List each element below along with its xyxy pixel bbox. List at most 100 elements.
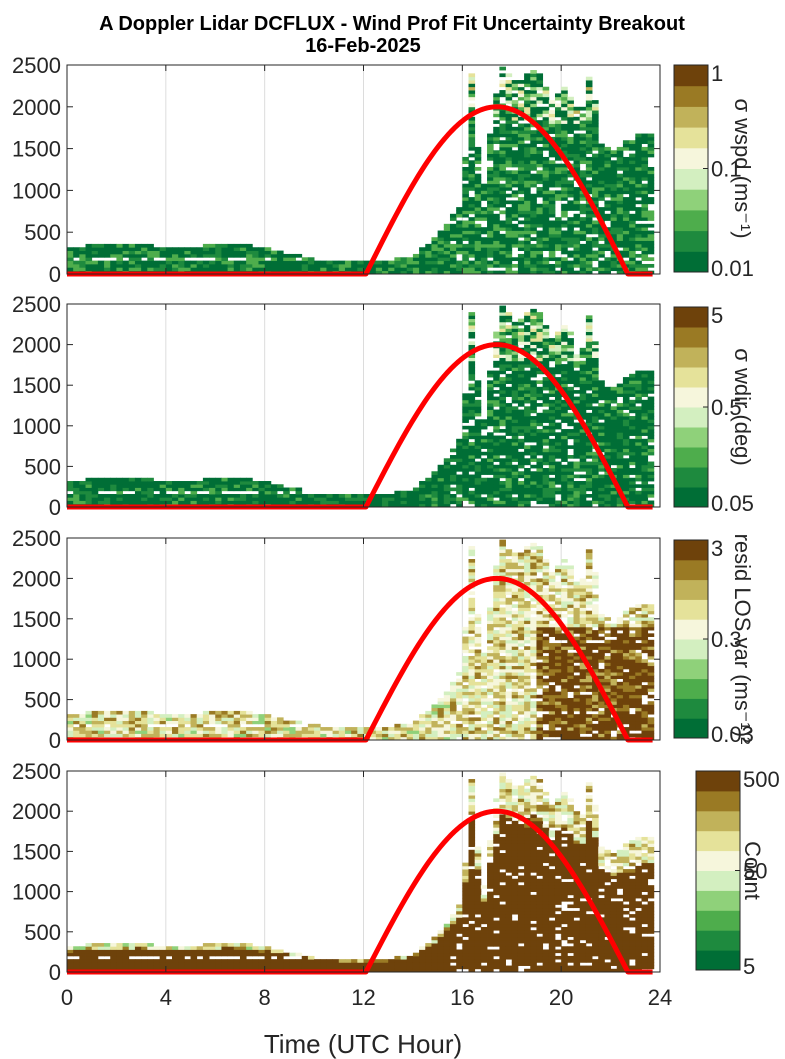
- heatmap-cell: [468, 143, 476, 148]
- heatmap-cell: [474, 409, 482, 414]
- heatmap-cell: [505, 471, 513, 475]
- heatmap-cell: [585, 80, 593, 84]
- heatmap-cell: [499, 153, 506, 158]
- heatmap-cell: [412, 494, 420, 498]
- heatmap-cell: [505, 468, 513, 472]
- heatmap-cell: [530, 552, 537, 557]
- heatmap-cell: [610, 190, 618, 195]
- heatmap-cell: [505, 438, 513, 443]
- heatmap-cell: [147, 263, 154, 268]
- heatmap-cell: [524, 458, 531, 462]
- heatmap-cell: [511, 193, 519, 198]
- heatmap-cell: [91, 477, 99, 482]
- heatmap-cell: [499, 704, 506, 709]
- heatmap-cell: [542, 396, 550, 401]
- heatmap-cell: [616, 156, 624, 161]
- heatmap-cell: [153, 494, 161, 498]
- heatmap-cell: [431, 253, 439, 258]
- heatmap-cell: [524, 438, 531, 443]
- heatmap-cell: [573, 445, 581, 449]
- heatmap-cell: [598, 461, 605, 466]
- heatmap-cell: [215, 720, 222, 725]
- heatmap-cell: [647, 240, 655, 245]
- heatmap-cell: [635, 406, 642, 410]
- heatmap-cell: [79, 247, 86, 251]
- heatmap-cell: [116, 477, 123, 482]
- heatmap-cell: [505, 403, 513, 407]
- heatmap-cell: [647, 180, 655, 185]
- heatmap-cell: [524, 555, 531, 560]
- heatmap-cell: [487, 263, 494, 268]
- heatmap-cell: [517, 503, 525, 508]
- heatmap-cell: [647, 432, 655, 436]
- heatmap-cell: [505, 86, 513, 91]
- heatmap-cell: [493, 110, 500, 114]
- heatmap-cell: [499, 409, 506, 414]
- heatmap-cell: [592, 237, 599, 241]
- heatmap-cell: [480, 659, 488, 663]
- heatmap-cell: [548, 665, 556, 670]
- heatmap-cell: [196, 481, 204, 485]
- heatmap-cell: [517, 607, 525, 612]
- heatmap-cell: [480, 438, 488, 443]
- heatmap-cell: [85, 267, 93, 272]
- heatmap-cell: [505, 100, 513, 104]
- heatmap-cell: [493, 253, 500, 258]
- heatmap-cell: [548, 347, 556, 352]
- heatmap-cell: [622, 422, 630, 427]
- heatmap-cell: [567, 96, 574, 101]
- heatmap-cell: [530, 163, 537, 168]
- heatmap-cell: [431, 714, 439, 718]
- heatmap-cell: [97, 260, 105, 265]
- heatmap-cell: [573, 160, 581, 165]
- heatmap-cell: [579, 173, 587, 178]
- heatmap-cell: [239, 733, 247, 738]
- heatmap-cell: [610, 425, 618, 430]
- heatmap-cell: [85, 497, 93, 501]
- heatmap-cell: [184, 484, 191, 488]
- heatmap-cell: [227, 260, 235, 265]
- heatmap-cell: [635, 448, 642, 453]
- heatmap-cell: [493, 140, 500, 144]
- heatmap-cell: [579, 217, 587, 221]
- heatmap-cell: [641, 445, 649, 449]
- heatmap-cell: [641, 425, 649, 430]
- heatmap-cell: [536, 432, 544, 436]
- heatmap-cell: [338, 500, 346, 505]
- heatmap-cell: [561, 203, 568, 208]
- heatmap-cell: [196, 727, 204, 731]
- heatmap-cell: [579, 136, 587, 141]
- heatmap-cell: [517, 170, 525, 175]
- heatmap-cell: [579, 451, 587, 456]
- heatmap-cell: [511, 662, 519, 667]
- heatmap-cell: [604, 438, 611, 443]
- heatmap-cell: [573, 422, 581, 427]
- heatmap-cell: [499, 701, 506, 705]
- heatmap-cell: [468, 90, 476, 94]
- heatmap-cell: [530, 419, 537, 423]
- heatmap-cell: [437, 500, 445, 505]
- heatmap-cell: [487, 230, 494, 235]
- heatmap-cell: [517, 83, 525, 88]
- heatmap-cell: [499, 270, 506, 275]
- heatmap-cell: [487, 710, 494, 715]
- heatmap-cell: [517, 318, 525, 323]
- heatmap-cell: [592, 190, 599, 195]
- heatmap-cell: [629, 487, 636, 492]
- heatmap-cell: [456, 477, 463, 482]
- heatmap-cell: [499, 458, 506, 462]
- heatmap-cell: [468, 80, 476, 84]
- heatmap-cell: [542, 200, 550, 205]
- heatmap-cell: [542, 490, 550, 495]
- heatmap-cell: [641, 237, 649, 241]
- heatmap-cell: [530, 451, 537, 456]
- heatmap-cell: [592, 373, 599, 378]
- heatmap-cell: [165, 717, 173, 722]
- heatmap-cell: [462, 639, 469, 644]
- heatmap-cell: [548, 455, 556, 459]
- heatmap-cell: [456, 672, 463, 676]
- heatmap-cell: [524, 607, 531, 612]
- heatmap-cell: [629, 203, 636, 208]
- heatmap-cell: [449, 217, 457, 221]
- heatmap-cell: [548, 357, 556, 362]
